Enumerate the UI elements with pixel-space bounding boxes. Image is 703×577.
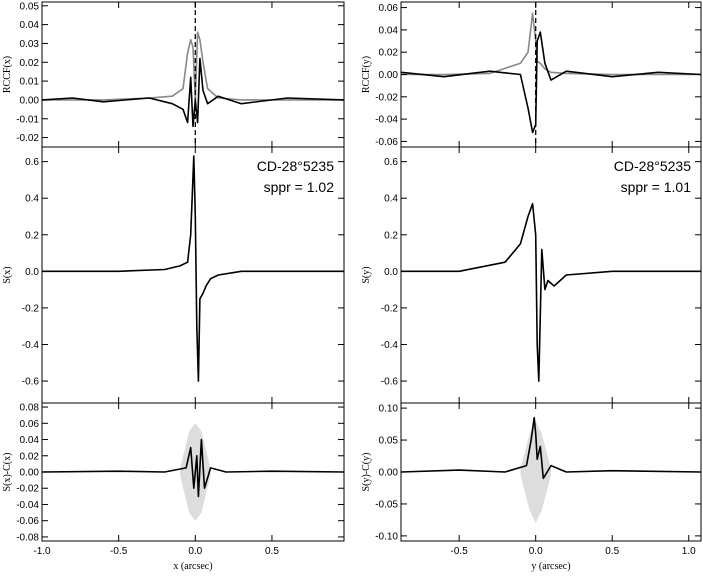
ytick-label: 0.02 [20, 58, 40, 69]
series-line [41, 57, 345, 128]
series-line [41, 438, 345, 498]
y-axis-label: S(x)-C(x) [2, 453, 13, 492]
ytick-label: -0.04 [16, 500, 39, 511]
ytick-label: -0.05 [375, 499, 398, 510]
ytick-label: -0.08 [16, 532, 39, 543]
y-axis-label: S(y) [361, 266, 372, 283]
ytick-label: -0.02 [16, 133, 39, 144]
panel-right-top: 0.06 0.04 0.02 0.00 -0.02 -0.04 -0.06 RCCF(y) [361, 1, 702, 148]
annotation-text: CD-28°5235 [257, 158, 334, 174]
xtick-label: 0.0 [188, 546, 202, 557]
ytick-label: 0.4 [384, 194, 398, 205]
xtick-label: 0.0 [529, 546, 543, 557]
y-axis-label: RCCF(x) [2, 56, 13, 93]
ytick-label: 0.02 [379, 48, 399, 59]
ytick-label: 0.00 [20, 468, 40, 479]
series-line [401, 12, 701, 76]
ytick-label: 0.06 [379, 3, 399, 14]
ytick-label: -0.02 [375, 92, 398, 103]
ytick-label: 0.05 [20, 1, 40, 12]
series-line [42, 31, 344, 101]
y-axis-label: RCCF(y) [361, 56, 372, 93]
ytick-label: -0.02 [16, 484, 39, 495]
ytick-label: 0.08 [20, 403, 40, 414]
series-line [42, 155, 344, 382]
ytick-label: 0.2 [384, 230, 398, 241]
ytick-label: 0.00 [379, 70, 399, 81]
panel-right-bottom: 0.10 0.05 0.00 -0.05 -0.10 -0.5 0.0 0.5 1.0 S(y)-… [361, 402, 702, 572]
series-line [400, 31, 702, 134]
ytick-label: -0.04 [375, 115, 398, 126]
series-line [401, 202, 701, 382]
ytick-label: -0.2 [22, 303, 40, 314]
ytick-label: -0.01 [16, 114, 39, 125]
annotation-text: sppr = 1.01 [621, 179, 692, 195]
panel-left-middle: 0.6 0.4 0.2 0.0 -0.2 -0.4 -0.6 S(x) CD-28°5235 sp… [2, 146, 345, 404]
xtick-label: -0.5 [110, 546, 128, 557]
ytick-label: -0.4 [381, 340, 399, 351]
ytick-label: 0.10 [379, 404, 399, 415]
xtick-label: -0.5 [451, 546, 469, 557]
ytick-label: -0.06 [16, 516, 39, 527]
ytick-label: 0.03 [20, 39, 40, 50]
ytick-label: 0.04 [20, 435, 40, 446]
x-axis-label: y (arcsec) [531, 561, 570, 572]
ytick-label: 0.0 [384, 267, 398, 278]
series-line [400, 416, 702, 480]
ytick-label: 0.00 [20, 95, 40, 106]
ytick-label: -0.2 [381, 303, 399, 314]
envelope-band [520, 420, 551, 524]
ytick-label: 0.6 [384, 157, 398, 168]
annotation-text: sppr = 1.02 [264, 179, 335, 195]
x-axis-label: x (arcsec) [173, 561, 212, 572]
ytick-label: 0.04 [20, 20, 40, 31]
y-axis-label: S(x) [2, 266, 13, 283]
panel-right-middle: 0.6 0.4 0.2 0.0 -0.2 -0.4 -0.6 S(y) CD-28°5235 sp… [361, 146, 702, 404]
xtick-label: 0.5 [265, 546, 279, 557]
ytick-label: 0.4 [25, 194, 39, 205]
ytick-label: -0.06 [375, 137, 398, 148]
ytick-label: 0.04 [379, 25, 399, 36]
ytick-label: 0.2 [25, 230, 39, 241]
xtick-label: 1.0 [682, 546, 696, 557]
panel-left-top: 0.05 0.04 0.03 0.02 0.01 0.00 -0.01 -0.02 RCCF(x… [2, 1, 345, 148]
ytick-label: 0.05 [379, 436, 399, 447]
annotation-text: CD-28°5235 [614, 158, 691, 174]
xtick-label: 0.5 [605, 546, 619, 557]
ytick-label: 0.06 [20, 419, 40, 430]
y-axis-label: S(y)-C(y) [361, 453, 372, 492]
xtick-label: -1.0 [33, 546, 51, 557]
ytick-label: -0.4 [22, 340, 40, 351]
ytick-label: -0.6 [381, 377, 399, 388]
ytick-label: 0.02 [20, 451, 40, 462]
ytick-label: -0.10 [375, 531, 398, 542]
ytick-label: 0.00 [379, 468, 399, 479]
panel-left-bottom: 0.08 0.06 0.04 0.02 0.00 -0.02 -0.04 -0.06 -0.08… [2, 402, 345, 572]
ytick-label: -0.6 [22, 377, 40, 388]
ytick-label: 0.01 [20, 77, 40, 88]
ytick-label: 0.6 [25, 157, 39, 168]
ytick-label: 0.0 [25, 267, 39, 278]
